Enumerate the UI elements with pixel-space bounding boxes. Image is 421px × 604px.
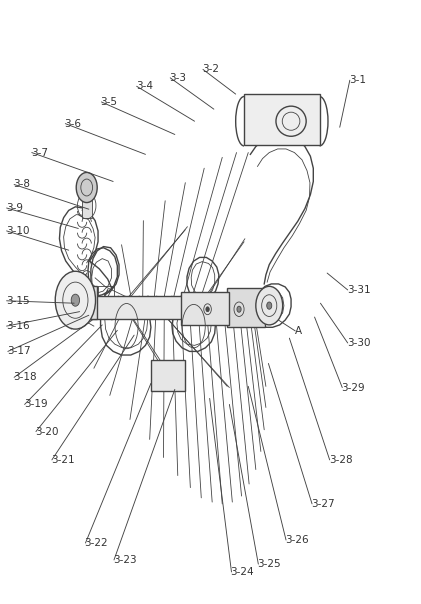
Text: A: A: [294, 326, 301, 336]
Text: 3-10: 3-10: [6, 226, 29, 236]
Text: 3-25: 3-25: [258, 559, 281, 569]
Text: 3-26: 3-26: [285, 535, 309, 545]
Bar: [72, 296, 244, 319]
Text: 3-16: 3-16: [6, 321, 29, 331]
Text: 3-28: 3-28: [329, 455, 352, 465]
Text: 3-17: 3-17: [7, 347, 31, 356]
Circle shape: [88, 304, 92, 309]
Circle shape: [55, 271, 96, 329]
Bar: [227, 288, 265, 327]
Bar: [151, 360, 185, 391]
Circle shape: [76, 172, 97, 202]
Text: 3-24: 3-24: [231, 567, 254, 577]
Text: 3-3: 3-3: [169, 73, 187, 83]
Text: 3-2: 3-2: [202, 65, 219, 74]
Text: 3-4: 3-4: [136, 82, 153, 91]
Text: 3-7: 3-7: [31, 147, 48, 158]
Text: 3-20: 3-20: [35, 426, 59, 437]
Text: 3-23: 3-23: [113, 555, 137, 565]
Text: 3-21: 3-21: [51, 455, 75, 465]
Bar: [181, 292, 229, 325]
Text: 3-19: 3-19: [24, 399, 48, 410]
Bar: [82, 190, 92, 217]
Text: 3-18: 3-18: [13, 372, 37, 382]
Circle shape: [71, 294, 80, 306]
Bar: [244, 94, 320, 146]
Text: 3-15: 3-15: [6, 296, 29, 306]
Text: 3-5: 3-5: [101, 97, 117, 107]
Text: 3-31: 3-31: [347, 285, 370, 295]
Circle shape: [256, 286, 282, 325]
Text: 3-27: 3-27: [311, 499, 335, 509]
Text: 3-1: 3-1: [349, 76, 366, 85]
Circle shape: [267, 302, 272, 309]
Text: 3-6: 3-6: [64, 118, 82, 129]
Text: 3-29: 3-29: [341, 382, 365, 393]
Circle shape: [237, 306, 241, 312]
Circle shape: [206, 307, 209, 312]
Bar: [72, 286, 97, 319]
Text: 3-8: 3-8: [13, 179, 30, 190]
Text: 3-22: 3-22: [85, 538, 108, 548]
Text: 3-9: 3-9: [6, 203, 23, 213]
Text: 3-30: 3-30: [347, 338, 370, 348]
